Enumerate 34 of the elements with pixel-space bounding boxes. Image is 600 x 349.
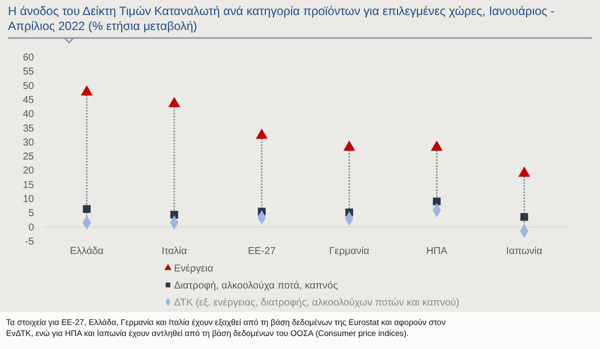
point bbox=[430, 140, 443, 151]
point bbox=[432, 197, 441, 206]
x-tick-label: Ιταλία bbox=[162, 246, 188, 257]
y-tick-label: 30 bbox=[22, 137, 34, 148]
legend-label: Διατροφή, αλκοολούχα ποτά, καπνός bbox=[174, 280, 338, 292]
x-tick-label: Γερμανία bbox=[329, 246, 370, 257]
point bbox=[80, 85, 93, 96]
y-tick-label: 0 bbox=[28, 222, 34, 234]
point bbox=[82, 205, 91, 213]
y-tick-label: 25 bbox=[22, 152, 34, 163]
y-tick-label: 45 bbox=[22, 94, 34, 106]
point bbox=[256, 128, 268, 139]
y-tick-label: 60 bbox=[22, 52, 34, 64]
x-tick-label: ΗΠΑ bbox=[426, 246, 448, 257]
legend-label: Ενέργεια bbox=[174, 264, 214, 274]
y-tick-label: 50 bbox=[22, 80, 34, 92]
x-tick-label: Ιαπωνία bbox=[506, 246, 543, 257]
x-tick-label: Ελλάδα bbox=[70, 246, 104, 257]
legend-label: ΔΤΚ (εξ. ενέργειας, διατροφής, αλκοολούχων ποτών και καπνού) bbox=[174, 298, 460, 308]
y-tick-label: 40 bbox=[22, 109, 34, 120]
point bbox=[518, 166, 530, 177]
y-tick-label: 20 bbox=[22, 166, 34, 177]
point bbox=[168, 96, 180, 108]
chart-title: Η άνοδος του Δείκτη Τιμών Καταναλωτή ανά κατηγορία προϊόντων για επιλεγμένες χώρες, Ιανουάριος - Απρίλιος 2022 (% ετήσια μεταβολή) bbox=[8, 4, 555, 33]
point bbox=[520, 213, 528, 221]
y-tick-label: -5 bbox=[25, 236, 34, 248]
point bbox=[343, 140, 356, 151]
y-tick-label: 10 bbox=[22, 194, 34, 206]
y-tick-label: 35 bbox=[22, 123, 34, 134]
y-tick-label: 5 bbox=[28, 208, 34, 220]
y-tick-label: 55 bbox=[22, 66, 34, 78]
x-tick-label: ΕΕ-27 bbox=[248, 246, 276, 257]
text: Τα στοιχεία για ΕΕ-27, Ελλάδα, Γερμανία και Ιταλία έχουν εξαχθεί από τη βάση δεδομένων της Eurostat και αφορούν στον ΕνΔΤΚ, ενώ για ΗΠΑ και Ιαπωνία έχουν αντληθεί από τη βάση δεδομένων του ΟΟΣΑ (Consumer price indices). bbox=[6, 318, 446, 338]
y-tick-label: 15 bbox=[22, 180, 34, 191]
